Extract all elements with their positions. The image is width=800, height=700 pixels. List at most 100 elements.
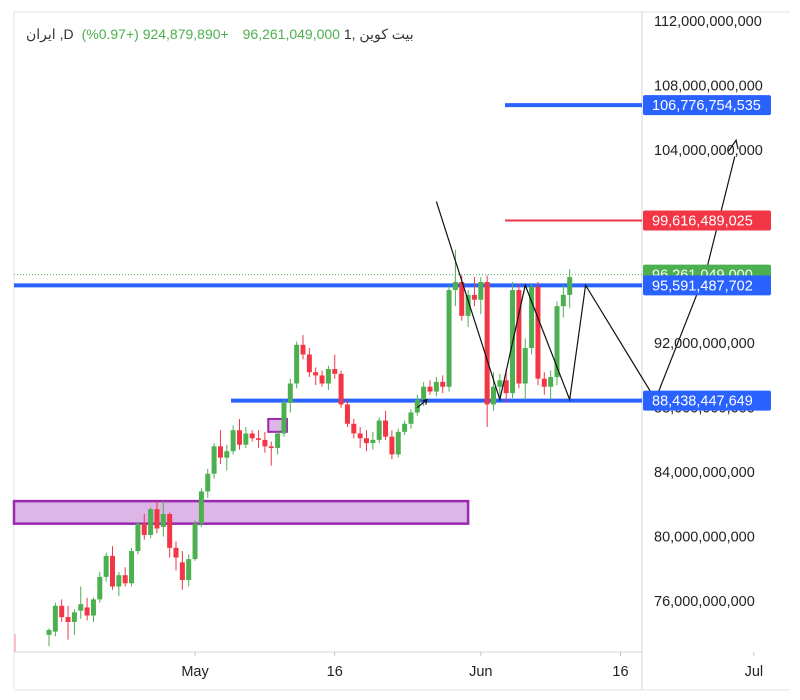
candle-body <box>173 547 179 558</box>
y-tick-label: 80,000,000,000 <box>654 530 755 546</box>
candle-body <box>268 446 274 448</box>
candle-body <box>287 383 293 403</box>
symbol-name: ایران ,Dبیت کوین ,1 <box>26 26 414 42</box>
candle-body <box>370 439 376 444</box>
candle-body <box>281 402 287 434</box>
candle-body <box>129 551 135 584</box>
candle-body <box>262 439 268 447</box>
x-tick-label: 16 <box>327 664 343 680</box>
candle-body <box>237 430 242 445</box>
symbol-header: ایران ,Dبیت کوین ,1 96,261,049,000 +924,… <box>26 26 414 43</box>
y-tick-label: 84,000,000,000 <box>654 465 755 481</box>
candle-body <box>383 420 389 437</box>
candle-body <box>338 373 344 405</box>
candle-body <box>71 612 77 622</box>
candle-body <box>421 386 427 400</box>
candle-body <box>217 446 223 458</box>
price-badge-label: 99,616,489,025 <box>652 214 753 230</box>
price-badge-label: 95,591,487,702 <box>652 278 753 294</box>
candle-body <box>522 348 528 384</box>
x-tick-label: 16 <box>612 664 628 680</box>
candle-body <box>186 559 192 581</box>
candle-body <box>402 423 408 432</box>
price-badge-label: 88,438,447,649 <box>652 394 753 410</box>
price-change: +924,879,890 (+0.97%) <box>81 26 229 42</box>
candle-body <box>122 575 128 584</box>
candle-body <box>46 630 52 635</box>
candle-body <box>97 576 103 600</box>
candle-body <box>224 451 230 458</box>
candle-body <box>103 555 109 577</box>
y-tick-label: 104,000,000,000 <box>654 143 763 159</box>
candle-body <box>205 473 211 492</box>
candle-body <box>249 433 255 439</box>
candle-body <box>319 375 325 384</box>
y-tick-label: 76,000,000,000 <box>654 594 755 610</box>
small-arrowhead <box>422 398 428 405</box>
candle-body <box>427 386 433 392</box>
candle-body <box>325 369 331 384</box>
candle-body <box>135 523 141 552</box>
candle-body <box>344 404 350 424</box>
candle-body <box>440 381 446 387</box>
price-badge <box>643 275 771 296</box>
candle-body <box>211 446 217 474</box>
candle-body <box>446 290 452 387</box>
candle-body <box>256 438 262 440</box>
candle-body <box>198 491 204 524</box>
candle-body <box>414 399 420 413</box>
y-tick-label: 92,000,000,000 <box>654 336 755 352</box>
x-tick-label: May <box>181 664 209 680</box>
candle-body <box>541 378 547 387</box>
candle-body <box>465 294 471 316</box>
candle-body <box>535 286 541 379</box>
candle-body <box>459 282 465 316</box>
candle-body <box>192 523 198 560</box>
price-badge-label: 106,776,754,535 <box>652 98 761 114</box>
candle-body <box>52 605 58 632</box>
candle-body <box>548 377 554 387</box>
candle-body <box>484 282 490 405</box>
candle-body <box>154 509 160 529</box>
candle-body <box>110 555 115 587</box>
candle-body <box>503 380 509 394</box>
candle-body <box>332 369 338 374</box>
candle-body <box>491 386 496 405</box>
candle-body <box>243 433 249 445</box>
candle-body <box>300 344 306 355</box>
pattern-arrowhead <box>727 138 739 152</box>
candle-body <box>148 509 154 535</box>
candle-body <box>313 372 319 376</box>
candle-body <box>408 412 414 424</box>
candle-body <box>529 286 535 349</box>
candle-body <box>141 523 147 535</box>
candle-body <box>516 290 522 384</box>
y-tick-label: 112,000,000,000 <box>654 14 762 30</box>
candle-body <box>357 433 363 439</box>
candle-body <box>452 282 458 291</box>
partial-candle <box>14 634 16 652</box>
candle-body <box>351 423 357 434</box>
last-price: 96,261,049,000 <box>242 26 340 42</box>
candle-body <box>59 605 65 618</box>
y-tick-label: 108,000,000,000 <box>654 78 763 94</box>
candle-body <box>167 514 173 548</box>
price-badge <box>643 390 771 411</box>
x-tick-label: Jul <box>745 664 764 680</box>
candle-body <box>554 306 560 378</box>
small-arrow <box>416 399 428 409</box>
candle-body <box>294 344 300 384</box>
candle-body <box>90 599 96 616</box>
candle-body <box>560 294 566 307</box>
candle-body <box>116 575 122 587</box>
candle-body <box>478 282 484 300</box>
candle-body <box>160 514 166 527</box>
candle-body <box>364 438 369 444</box>
candle-body <box>433 381 439 392</box>
candle-body <box>389 436 395 455</box>
candle-body <box>497 380 503 387</box>
candle-body <box>376 420 382 440</box>
candle-body <box>275 433 281 448</box>
price-badge <box>643 95 771 116</box>
